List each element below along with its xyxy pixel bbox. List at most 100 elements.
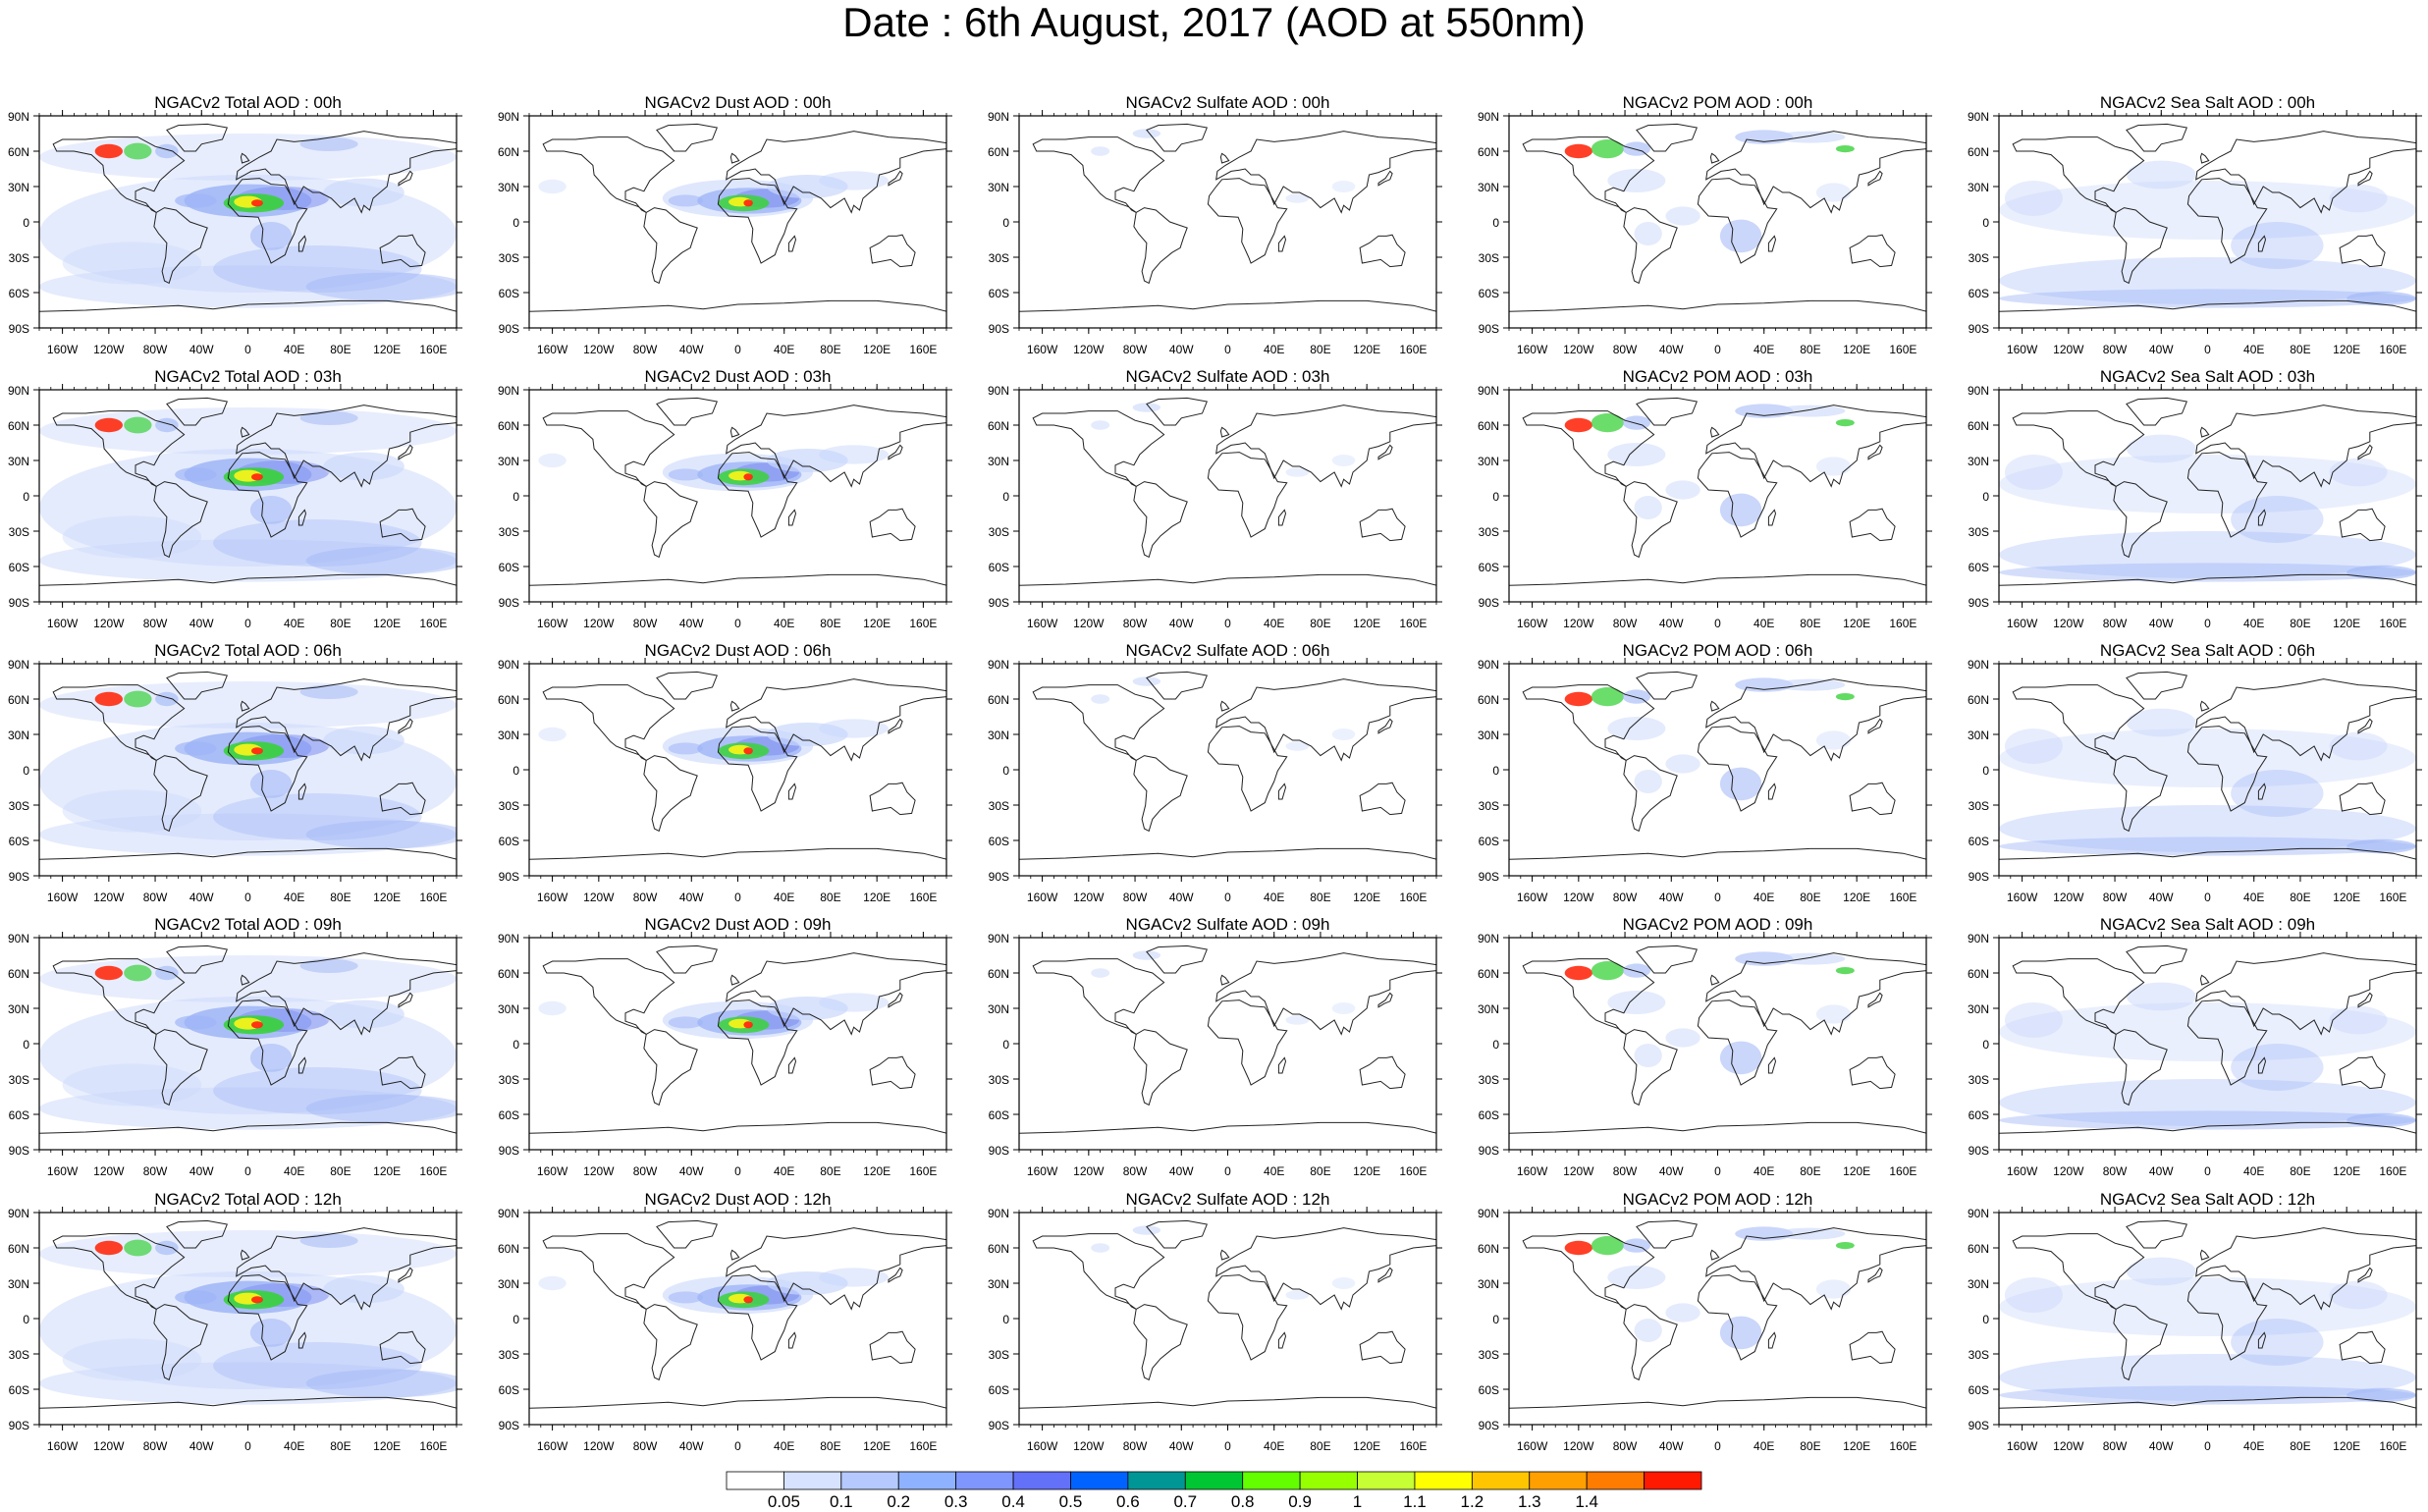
coastline-samerica [1623, 1304, 1678, 1381]
lat-tick-label: 30N [1478, 455, 1499, 468]
lon-tick-label: 80E [2290, 1439, 2310, 1453]
coastline-uk [729, 700, 740, 712]
lon-tick-label: 120E [373, 1439, 401, 1453]
lat-tick-label: 90N [1478, 658, 1499, 672]
lon-tick-label: 0 [1224, 1439, 1231, 1453]
lon-tick-label: 120W [583, 1164, 615, 1178]
lon-tick-label: 120W [1563, 891, 1594, 904]
coastline-africa [2186, 726, 2268, 812]
lat-tick-label: 90N [1968, 658, 1989, 672]
map-panel: NGACv2 Dust AOD : 09h 90N 60N 30N 0 30S 60S 90S… [498, 915, 952, 1178]
lon-tick-label: 160W [1027, 343, 1058, 356]
lon-tick-label: 40E [1264, 617, 1284, 630]
aod-patch [1835, 1242, 1855, 1250]
aod-patch [305, 272, 457, 301]
coastline-antarctica [1019, 299, 1436, 312]
lat-tick-label: 30S [499, 1348, 519, 1362]
lon-tick-label: 40W [679, 891, 704, 904]
lon-tick-label: 160E [2379, 1164, 2406, 1178]
lon-tick-label: 160E [1399, 617, 1427, 630]
aod-patch [1285, 1015, 1310, 1025]
coastline-antarctica [1509, 299, 1926, 312]
aod-patch [2231, 222, 2324, 269]
coastline-samerica [1133, 207, 1188, 285]
lat-tick-label: 30N [498, 1002, 519, 1016]
lat-tick-label: 90N [1478, 384, 1499, 398]
panel-title: NGACv2 Dust AOD : 12h [645, 1190, 832, 1209]
coastline-madagascar [787, 783, 797, 800]
coastline-australia [1849, 234, 1896, 268]
lon-tick-label: 160W [537, 617, 568, 630]
aod-field [39, 116, 457, 328]
aod-patch [155, 417, 179, 433]
aod-patch [249, 1319, 293, 1347]
lon-tick-label: 160E [1889, 1439, 1916, 1453]
lat-tick-label: 90N [8, 1207, 29, 1220]
aod-patch [1999, 1002, 2416, 1061]
lon-tick-label: 0 [1714, 617, 1721, 630]
lon-tick-label: 120W [1563, 617, 1594, 630]
lat-tick-label: 30S [1969, 1073, 1989, 1087]
aod-patch [538, 1275, 567, 1291]
lon-tick-label: 80W [1123, 891, 1148, 904]
aod-patch [668, 1016, 704, 1029]
coastline-namerica [1522, 136, 1655, 213]
coastline-eurasia [1215, 1227, 1436, 1311]
aod-patch [1775, 1227, 1846, 1240]
aod-patch [1665, 1028, 1700, 1048]
aod-patch [743, 747, 753, 755]
coastline-greenland [1636, 945, 1698, 974]
lat-tick-label: 60S [989, 1383, 1009, 1397]
lat-tick-label: 90N [988, 658, 1009, 672]
coastline-namerica [52, 410, 186, 487]
lon-tick-label: 40W [1169, 617, 1194, 630]
aod-patch [1999, 531, 2416, 578]
lon-tick-label: 160W [2007, 617, 2038, 630]
aod-patch [538, 179, 567, 194]
aod-patch [94, 143, 123, 159]
coastline-greenland [656, 945, 718, 974]
aod-patch [305, 1369, 457, 1398]
lat-tick-label: 30N [8, 729, 29, 742]
aod-patch [2126, 1257, 2196, 1286]
aod-field [1509, 664, 1926, 876]
coastline-eurasia [1705, 952, 1926, 1036]
lat-tick-label: 60S [1479, 1383, 1499, 1397]
lon-tick-label: 80E [330, 891, 351, 904]
lat-tick-label: 60N [1968, 145, 1989, 159]
aod-patch [1607, 1266, 1666, 1289]
lon-tick-label: 160W [537, 1439, 568, 1453]
lon-tick-label: 120E [1843, 617, 1870, 630]
lon-tick-label: 80W [633, 1164, 658, 1178]
coastline-africa [1697, 178, 1778, 264]
lon-tick-label: 80E [1310, 343, 1330, 356]
lon-tick-label: 120E [1843, 891, 1870, 904]
coastline-antarctica [1999, 1396, 2416, 1409]
aod-patch [175, 467, 217, 482]
lat-tick-label: 30S [499, 799, 519, 813]
coastline-samerica [643, 1304, 698, 1381]
lat-tick-label: 90S [989, 1144, 1009, 1158]
lon-tick-label: 160W [47, 617, 79, 630]
coastline-greenland [2126, 945, 2187, 974]
coastline-uk [2199, 426, 2210, 438]
lat-tick-label: 30S [499, 251, 519, 265]
lon-tick-label: 160W [1517, 1164, 1548, 1178]
coastline-japan [1377, 170, 1393, 187]
map-panel: NGACv2 Total AOD : 12h 90N 60N 30N 0 30S 60S 90… [8, 1190, 462, 1453]
aod-patch [1564, 1240, 1592, 1256]
aod-patch [1634, 222, 1662, 245]
aod-patch [743, 1021, 753, 1029]
aod-patch [299, 136, 358, 151]
coastline-australia [869, 508, 916, 542]
lat-tick-label: 60N [1478, 1242, 1499, 1256]
map-panel: NGACv2 Sea Salt AOD : 00h 90N 60N 30N 0 30S 60… [1968, 93, 2422, 356]
map-panel: NGACv2 POM AOD : 09h 90N 60N 30N 0 30S 60S 90S 1… [1478, 915, 1932, 1178]
coastline-eurasia [2195, 1227, 2416, 1311]
lat-tick-label: 60S [1479, 561, 1499, 574]
lat-tick-label: 0 [1002, 490, 1009, 504]
aod-patch [39, 1362, 457, 1405]
lon-tick-label: 40E [2243, 617, 2264, 630]
lon-tick-label: 160E [909, 891, 937, 904]
lon-tick-label: 80E [820, 617, 840, 630]
